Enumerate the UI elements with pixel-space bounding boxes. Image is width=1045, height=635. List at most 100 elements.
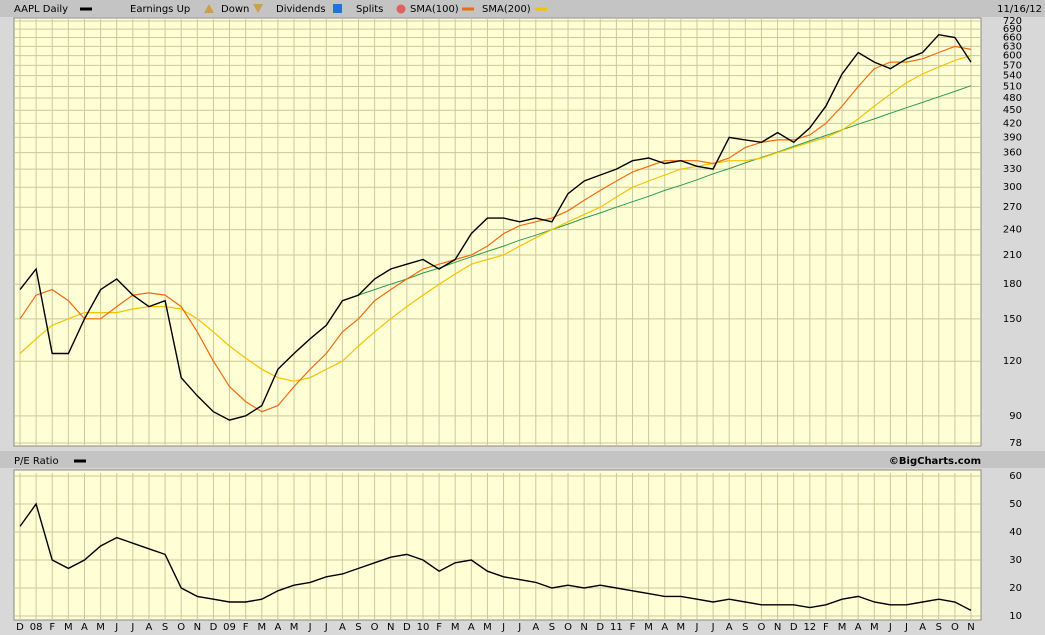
x-tick-label: J <box>711 622 715 633</box>
x-tick-label: 11 <box>610 622 623 633</box>
x-tick-label: J <box>114 622 118 633</box>
x-tick-label: 12 <box>803 622 816 633</box>
x-tick-label: S <box>936 622 942 633</box>
x-tick-label: 09 <box>223 622 236 633</box>
x-tick-label: N <box>387 622 394 633</box>
x-tick-label: A <box>532 622 539 633</box>
x-tick-label: M <box>677 622 686 633</box>
x-tick-label: J <box>130 622 134 633</box>
credit: ©BigCharts.com <box>889 456 981 467</box>
x-tick-label: A <box>468 622 475 633</box>
legend-label: Dividends <box>276 4 326 15</box>
x-tick-label: 08 <box>30 622 43 633</box>
series-line <box>19 55 972 382</box>
dividend-icon <box>333 4 342 13</box>
x-tick-label: J <box>888 622 892 633</box>
x-tick-label: A <box>919 622 926 633</box>
x-tick-label: J <box>517 622 521 633</box>
y-tick-label: 570 <box>1003 60 1022 71</box>
legend-label: SMA(100) <box>410 4 459 15</box>
date: 11/16/12 <box>997 4 1042 15</box>
y-tick-label: 600 <box>1003 51 1022 62</box>
x-tick-label: F <box>630 622 636 633</box>
x-tick-label: M <box>64 622 73 633</box>
y-tick-label: 660 <box>1003 33 1022 44</box>
x-tick-label: D <box>16 622 24 633</box>
y-tick-label: 360 <box>1003 148 1022 159</box>
x-tick-label: M <box>96 622 105 633</box>
x-tick-label: O <box>371 622 379 633</box>
x-tick-label: O <box>177 622 185 633</box>
x-tick-label: D <box>790 622 798 633</box>
y-tick-label: 300 <box>1003 182 1022 193</box>
x-tick-label: O <box>758 622 766 633</box>
y-tick-label: 330 <box>1003 164 1022 175</box>
x-tick-label: S <box>162 622 168 633</box>
x-tick-label: N <box>580 622 587 633</box>
x-tick-label: A <box>855 622 862 633</box>
y-tick-label: 690 <box>1003 24 1022 35</box>
x-tick-label: M <box>451 622 460 633</box>
x-tick-label: M <box>644 622 653 633</box>
y-tick-label: 510 <box>1003 81 1022 92</box>
legend-label: AAPL Daily <box>14 4 68 15</box>
x-tick-label: F <box>823 622 829 633</box>
x-tick-label: J <box>695 622 699 633</box>
x-tick-label: S <box>549 622 555 633</box>
x-tick-label: A <box>339 622 346 633</box>
x-tick-label: A <box>81 622 88 633</box>
trendline <box>342 85 972 302</box>
x-tick-label: F <box>436 622 442 633</box>
y-tick-label: 60 <box>1009 471 1022 482</box>
legend-label: P/E Ratio <box>14 456 59 467</box>
x-tick-label: O <box>564 622 572 633</box>
legend-label: SMA(200) <box>482 4 531 15</box>
split-icon <box>396 4 406 14</box>
y-tick-label: 450 <box>1003 105 1022 116</box>
x-tick-label: M <box>257 622 266 633</box>
x-tick-label: A <box>146 622 153 633</box>
legend-label: Splits <box>356 4 383 15</box>
pe-header-bar <box>0 451 1045 468</box>
x-tick-label: O <box>951 622 959 633</box>
x-tick-label: A <box>726 622 733 633</box>
y-tick-label: 90 <box>1009 411 1022 422</box>
legend-label: Earnings Up <box>130 4 190 15</box>
y-tick-label: 480 <box>1003 93 1022 104</box>
y-tick-label: 10 <box>1009 611 1022 622</box>
pe-plot <box>13 469 982 621</box>
y-tick-label: 720 <box>1003 16 1022 27</box>
y-tick-label: 20 <box>1009 583 1022 594</box>
x-tick-label: S <box>355 622 361 633</box>
x-tick-label: 10 <box>417 622 430 633</box>
x-tick-label: S <box>742 622 748 633</box>
x-tick-label: A <box>661 622 668 633</box>
earnings-down-icon <box>253 4 263 13</box>
y-tick-label: 78 <box>1009 438 1022 449</box>
x-tick-label: A <box>274 622 281 633</box>
y-tick-label: 120 <box>1003 356 1022 367</box>
x-tick-label: M <box>483 622 492 633</box>
y-tick-label: 30 <box>1009 555 1022 566</box>
earnings-up-icon <box>204 4 214 13</box>
y-tick-label: 150 <box>1003 314 1022 325</box>
y-tick-label: 40 <box>1009 527 1022 538</box>
x-tick-label: D <box>403 622 411 633</box>
series-line <box>19 502 972 612</box>
y-tick-label: 180 <box>1003 279 1022 290</box>
y-tick-label: 50 <box>1009 499 1022 510</box>
legend-label: Down <box>221 4 249 15</box>
x-tick-label: D <box>210 622 218 633</box>
x-tick-label: J <box>501 622 505 633</box>
x-tick-label: J <box>308 622 312 633</box>
x-tick-label: F <box>49 622 55 633</box>
y-tick-label: 210 <box>1003 250 1022 261</box>
y-tick-label: 390 <box>1003 132 1022 143</box>
x-tick-label: J <box>324 622 328 633</box>
y-tick-label: 540 <box>1003 71 1022 82</box>
x-tick-label: N <box>194 622 201 633</box>
x-tick-label: F <box>243 622 249 633</box>
series-line <box>19 45 972 413</box>
x-tick-label: M <box>290 622 299 633</box>
